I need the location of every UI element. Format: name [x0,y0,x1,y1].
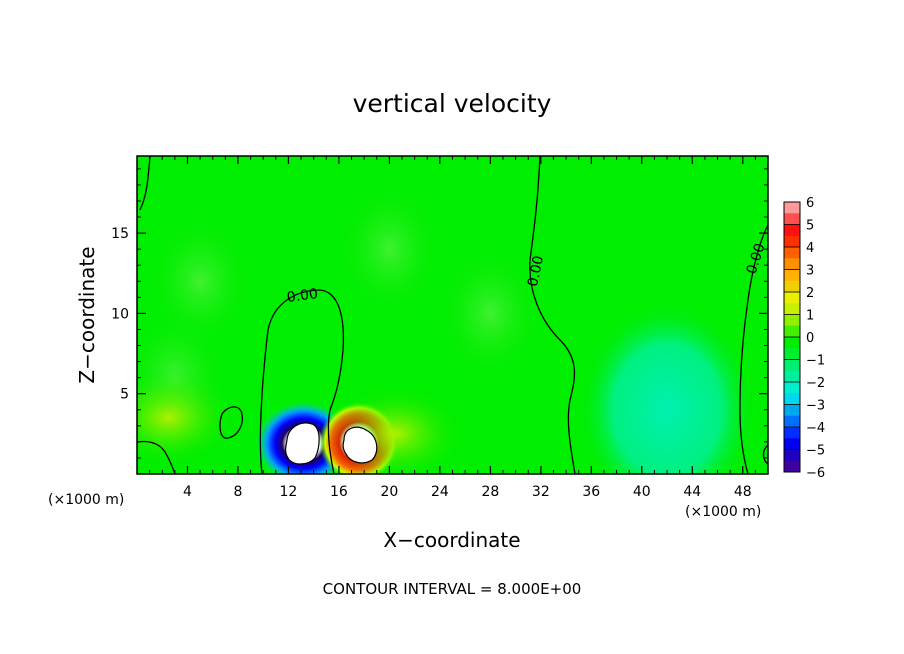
x-axis-label: X−coordinate [383,528,520,552]
x-tick-label: 20 [380,484,398,500]
colorbar-tick-label: −1 [806,354,825,369]
colorbar-segment [784,359,800,372]
field-weak-downdraft [577,299,758,474]
field-weak-updraft [137,367,239,468]
colorbar-tick-label: −5 [806,444,825,459]
y-axis-label: Z−coordinate [75,246,99,383]
x-axis: 4 8 12 16 20 24 28 32 36 40 44 48 [149,156,756,500]
y-tick-label: 5 [120,387,129,403]
colorbar-tick-label: −6 [806,466,825,481]
colorbar-segment [784,382,800,394]
colorbar-segment [784,269,800,282]
colorbar-segment [784,393,800,405]
x-tick-label: 36 [582,484,600,500]
chart-title: vertical velocity [353,89,552,118]
colorbar-segment [784,213,800,225]
colorbar-segment [784,325,800,338]
y-axis: 5 10 15 [111,168,768,459]
x-tick-label: 12 [280,484,298,500]
colorbar-tick-label: −2 [806,376,825,391]
colorbar: 6 5 4 3 2 1 0 −1 −2 −3 −4 −5 −6 [783,196,825,481]
saturated-cores [285,422,378,465]
y-tick-label: 15 [111,226,129,242]
colorbar-segment [784,348,800,360]
colorbar-segment [784,460,800,473]
colorbar-segment [784,337,800,349]
y-tick-label: 10 [111,306,129,322]
colorbar-segment [784,427,800,439]
colorbar-segment [784,224,800,237]
colorbar-tick-label: 6 [806,196,814,211]
zero-contours [137,156,768,474]
colorbar-segment [784,370,800,383]
x-tick-label: 4 [183,484,192,500]
colorbar-segment [784,449,800,462]
colorbar-segment [784,202,800,214]
colorbar-tick-label: 4 [806,241,814,256]
colorbar-tick-label: 1 [806,309,814,324]
colorbar-segment [784,292,800,304]
x-tick-label: 28 [481,484,499,500]
field-soft-region [435,243,546,384]
colorbar-segment [784,404,800,417]
colorbar-segment [784,247,800,259]
colorbar-tick-label: −3 [806,399,825,414]
colorbar-segment [784,415,800,428]
contour-interval: CONTOUR INTERVAL = 8.000E+00 [323,580,582,598]
colorbar-segment [784,314,800,327]
colorbar-segment [784,303,800,315]
colorbar-segment [784,258,800,270]
x-tick-label: 8 [233,484,242,500]
plot-area [137,156,768,474]
x-tick-label: 44 [683,484,701,500]
x-tick-label: 48 [734,484,752,500]
colorbar-segment [784,280,800,293]
colorbar-tick-label: 2 [806,286,814,301]
x-tick-label: 40 [633,484,651,500]
field-soft-region [334,179,445,320]
x-tick-label: 24 [431,484,449,500]
colorbar-segment [784,438,800,450]
contour-label-middle: 0.00 [525,254,547,288]
colorbar-tick-label: 3 [806,264,814,279]
contour-label-left: 0.00 [286,286,319,306]
x-unit-right: (×1000 m) [685,504,761,520]
colorbar-segment [784,235,800,248]
colorbar-tick-label: −4 [806,421,825,436]
x-tick-label: 16 [330,484,348,500]
colorbar-tick-label: 0 [806,331,814,346]
x-tick-label: 32 [532,484,550,500]
colorbar-tick-label: 5 [806,219,814,234]
x-unit-left: (×1000 m) [48,492,124,508]
